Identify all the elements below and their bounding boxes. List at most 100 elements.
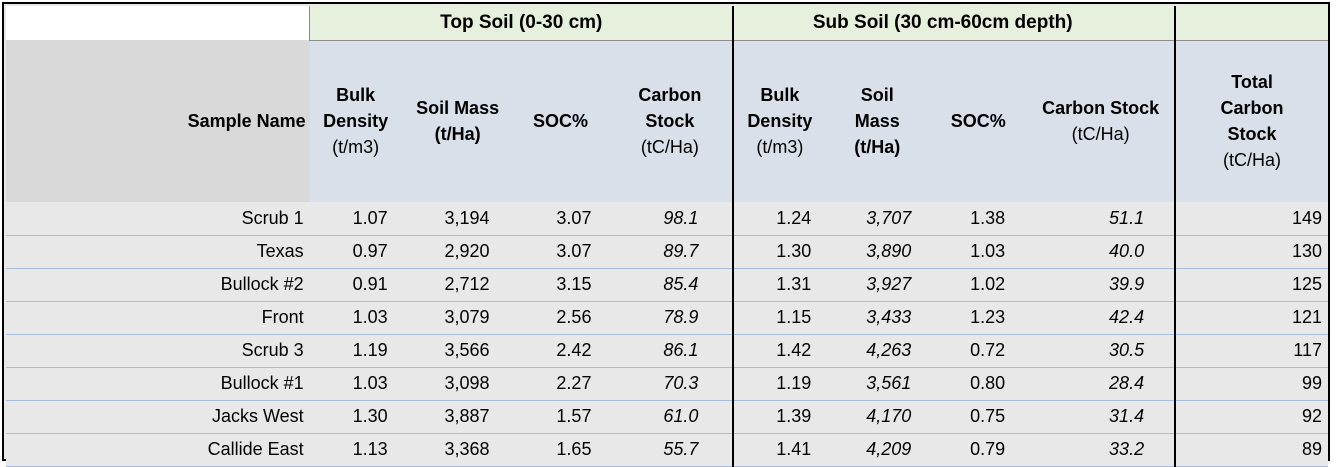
sub-soc-cell: 0.72 xyxy=(929,334,1028,368)
sub-bulk-density-cell: 1.31 xyxy=(732,268,826,302)
total-carbon-stock-cell: 125 xyxy=(1174,268,1328,302)
top-carbon-stock-cell: 89.7 xyxy=(607,235,734,269)
sub-bulk-density-cell: 1.30 xyxy=(732,235,826,269)
sample-name-cell: Bullock #1 xyxy=(6,367,310,401)
top-soil-mass-cell: 3,566 xyxy=(401,334,514,368)
sub-soil-mass-cell: 3,927 xyxy=(825,268,930,302)
top-bulk-density-cell: 1.19 xyxy=(309,334,402,368)
sub-soil-mass-cell: 4,209 xyxy=(825,433,930,467)
sub-soil-group-title: Sub Soil (30 cm-60cm depth) xyxy=(732,6,1152,41)
top-bulk-density-cell: 0.97 xyxy=(309,235,402,269)
sub-bulk-density-cell: 1.42 xyxy=(732,334,826,368)
sub-soil-mass-header: Soil Mass (t/Ha) xyxy=(825,40,930,202)
sub-carbon-stock-cell: 28.4 xyxy=(1027,367,1176,401)
sub-bulk-density-cell: 1.15 xyxy=(732,301,826,335)
sub-carbon-stock-cell: 31.4 xyxy=(1027,400,1176,434)
sub-carbon-stock-cell: 40.0 xyxy=(1027,235,1176,269)
top-bulk-density-cell: 1.07 xyxy=(309,202,402,236)
top-carbon-stock-cell: 61.0 xyxy=(607,400,734,434)
table-row: Texas 0.97 2,920 3.07 89.7 1.30 3,890 1.03 40.0 1… xyxy=(6,235,1328,269)
table-row: Bullock #1 1.03 3,098 2.27 70.3 1.19 3,561 0.80… xyxy=(6,367,1328,401)
top-bulk-density-cell: 1.30 xyxy=(309,400,402,434)
sample-name-cell: Front xyxy=(6,301,310,335)
table-row: Callide East 1.13 3,368 1.65 55.7 1.41 4,209 0.… xyxy=(6,433,1328,467)
total-carbon-stock-cell: 121 xyxy=(1174,301,1328,335)
sub-carbon-stock-cell: 30.5 xyxy=(1027,334,1176,368)
sub-soil-mass-cell: 3,433 xyxy=(825,301,930,335)
top-soil-mass-cell: 3,098 xyxy=(401,367,514,401)
top-soil-mass-cell: 3,887 xyxy=(401,400,514,434)
top-soil-mass-cell: 2,920 xyxy=(401,235,514,269)
total-carbon-stock-cell: 149 xyxy=(1174,202,1328,236)
total-carbon-stock-cell: 99 xyxy=(1174,367,1328,401)
top-carbon-stock-cell: 70.3 xyxy=(607,367,734,401)
top-soil-mass-cell: 3,079 xyxy=(401,301,514,335)
top-soil-mass-cell: 2,712 xyxy=(401,268,514,302)
top-soc-cell: 2.42 xyxy=(513,334,608,368)
sub-bulk-density-cell: 1.19 xyxy=(732,367,826,401)
table-row: Bullock #2 0.91 2,712 3.15 85.4 1.31 3,927 1.02… xyxy=(6,268,1328,302)
sub-soil-mass-cell: 3,561 xyxy=(825,367,930,401)
sub-soc-cell: 0.75 xyxy=(929,400,1028,434)
sample-name-cell: Scrub 1 xyxy=(6,202,310,236)
top-soc-cell: 2.27 xyxy=(513,367,608,401)
top-soc-cell: 3.07 xyxy=(513,202,608,236)
sample-name-cell: Callide East xyxy=(6,433,310,467)
table-row: Front 1.03 3,079 2.56 78.9 1.15 3,433 1.23 42.4 1… xyxy=(6,301,1328,335)
top-soc-cell: 3.07 xyxy=(513,235,608,269)
table-row: Scrub 1 1.07 3,194 3.07 98.1 1.24 3,707 1.38 51.… xyxy=(6,202,1328,236)
top-carbon-stock-cell: 85.4 xyxy=(607,268,734,302)
sub-soc-cell: 1.03 xyxy=(929,235,1028,269)
soil-carbon-table: Top Soil (0-30 cm) Sub Soil (30 cm-60cm … xyxy=(6,6,1328,467)
top-soil-mass-header: Soil Mass (t/Ha) xyxy=(401,40,514,202)
sample-name-cell: Jacks West xyxy=(6,400,310,434)
sub-bulk-density-cell: 1.24 xyxy=(732,202,826,236)
total-carbon-stock-cell: 92 xyxy=(1174,400,1328,434)
sample-name-header: Sample Name xyxy=(6,40,310,202)
group-header-gap xyxy=(1151,6,1176,41)
sub-soil-mass-cell: 3,707 xyxy=(825,202,930,236)
group-header-blank xyxy=(6,6,311,40)
total-group-blank xyxy=(1174,6,1328,41)
sub-carbon-stock-cell: 39.9 xyxy=(1027,268,1176,302)
top-carbon-stock-cell: 55.7 xyxy=(607,433,734,467)
top-bulk-density-cell: 1.03 xyxy=(309,301,402,335)
sample-name-cell: Bullock #2 xyxy=(6,268,310,302)
sub-carbon-stock-header: Carbon Stock (tC/Ha) xyxy=(1027,40,1176,202)
table-row: Scrub 3 1.19 3,566 2.42 86.1 1.42 4,263 0.72 30.… xyxy=(6,334,1328,368)
sub-soc-header: SOC% xyxy=(929,40,1028,202)
sub-soc-cell: 0.80 xyxy=(929,367,1028,401)
top-soc-cell: 3.15 xyxy=(513,268,608,302)
sub-soil-mass-cell: 3,890 xyxy=(825,235,930,269)
top-soil-group-title: Top Soil (0-30 cm) xyxy=(309,6,734,41)
sub-soc-cell: 1.38 xyxy=(929,202,1028,236)
sub-carbon-stock-cell: 42.4 xyxy=(1027,301,1176,335)
table-row: Jacks West 1.30 3,887 1.57 61.0 1.39 4,170 0.75… xyxy=(6,400,1328,434)
sub-carbon-stock-cell: 33.2 xyxy=(1027,433,1176,467)
sub-bulk-density-cell: 1.41 xyxy=(732,433,826,467)
sample-name-cell: Texas xyxy=(6,235,310,269)
top-carbon-stock-header: Carbon Stock (tC/Ha) xyxy=(607,40,734,202)
top-carbon-stock-cell: 78.9 xyxy=(607,301,734,335)
sub-soc-cell: 0.79 xyxy=(929,433,1028,467)
sub-soc-cell: 1.02 xyxy=(929,268,1028,302)
top-carbon-stock-cell: 86.1 xyxy=(607,334,734,368)
total-carbon-stock-header: Total Carbon Stock (tC/Ha) xyxy=(1174,40,1328,202)
top-soc-header: SOC% xyxy=(513,40,608,202)
sub-bulk-density-header: Bulk Density (t/m3) xyxy=(732,40,826,202)
top-bulk-density-cell: 0.91 xyxy=(309,268,402,302)
top-bulk-density-header: Bulk Density (t/m3) xyxy=(309,40,402,202)
top-soil-mass-cell: 3,194 xyxy=(401,202,514,236)
top-soc-cell: 1.65 xyxy=(513,433,608,467)
sub-bulk-density-cell: 1.39 xyxy=(732,400,826,434)
sub-soc-cell: 1.23 xyxy=(929,301,1028,335)
top-soil-mass-cell: 3,368 xyxy=(401,433,514,467)
sample-name-cell: Scrub 3 xyxy=(6,334,310,368)
total-carbon-stock-cell: 117 xyxy=(1174,334,1328,368)
sub-carbon-stock-cell: 51.1 xyxy=(1027,202,1176,236)
sub-soil-mass-cell: 4,263 xyxy=(825,334,930,368)
top-bulk-density-cell: 1.13 xyxy=(309,433,402,467)
top-carbon-stock-cell: 98.1 xyxy=(607,202,734,236)
total-carbon-stock-cell: 89 xyxy=(1174,433,1328,467)
